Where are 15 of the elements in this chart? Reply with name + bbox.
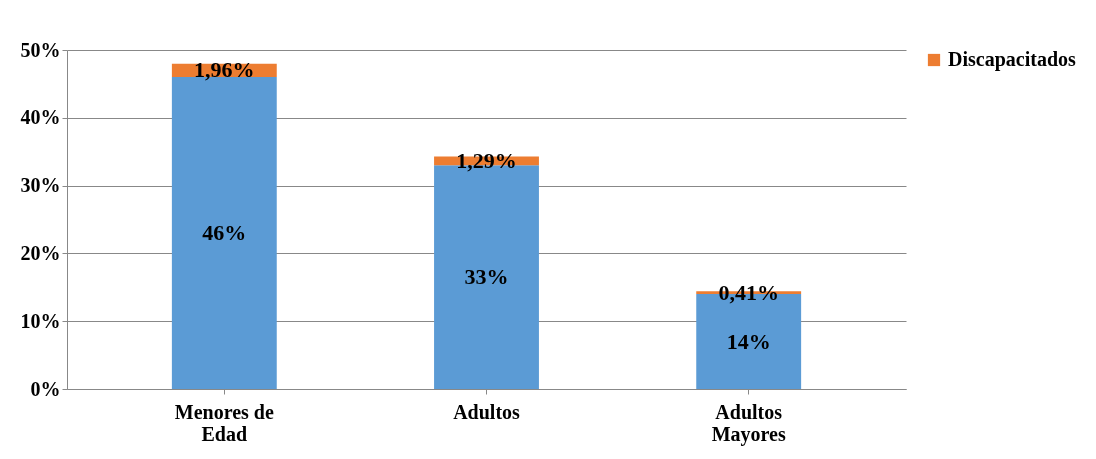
y-tick-label: 10% bbox=[20, 309, 61, 332]
data-label: 14% bbox=[726, 328, 771, 354]
data-label: 33% bbox=[464, 264, 509, 290]
data-label: 46% bbox=[202, 220, 247, 246]
data-label: 1,96% bbox=[194, 57, 255, 83]
y-tick-label: 40% bbox=[20, 106, 61, 129]
y-tick-label: 0% bbox=[30, 377, 61, 400]
x-tick-label: Adultos Mayores bbox=[711, 400, 786, 446]
legend-label: Discapacitados bbox=[948, 48, 1076, 71]
y-tick-label: 20% bbox=[20, 241, 61, 264]
y-tick-label: 30% bbox=[20, 174, 61, 197]
data-label: 0,41% bbox=[718, 279, 779, 305]
y-tick-label: 50% bbox=[20, 38, 61, 61]
x-tick-label: Menores de Edad bbox=[174, 400, 274, 445]
x-tick-label: Adultos bbox=[453, 400, 521, 423]
